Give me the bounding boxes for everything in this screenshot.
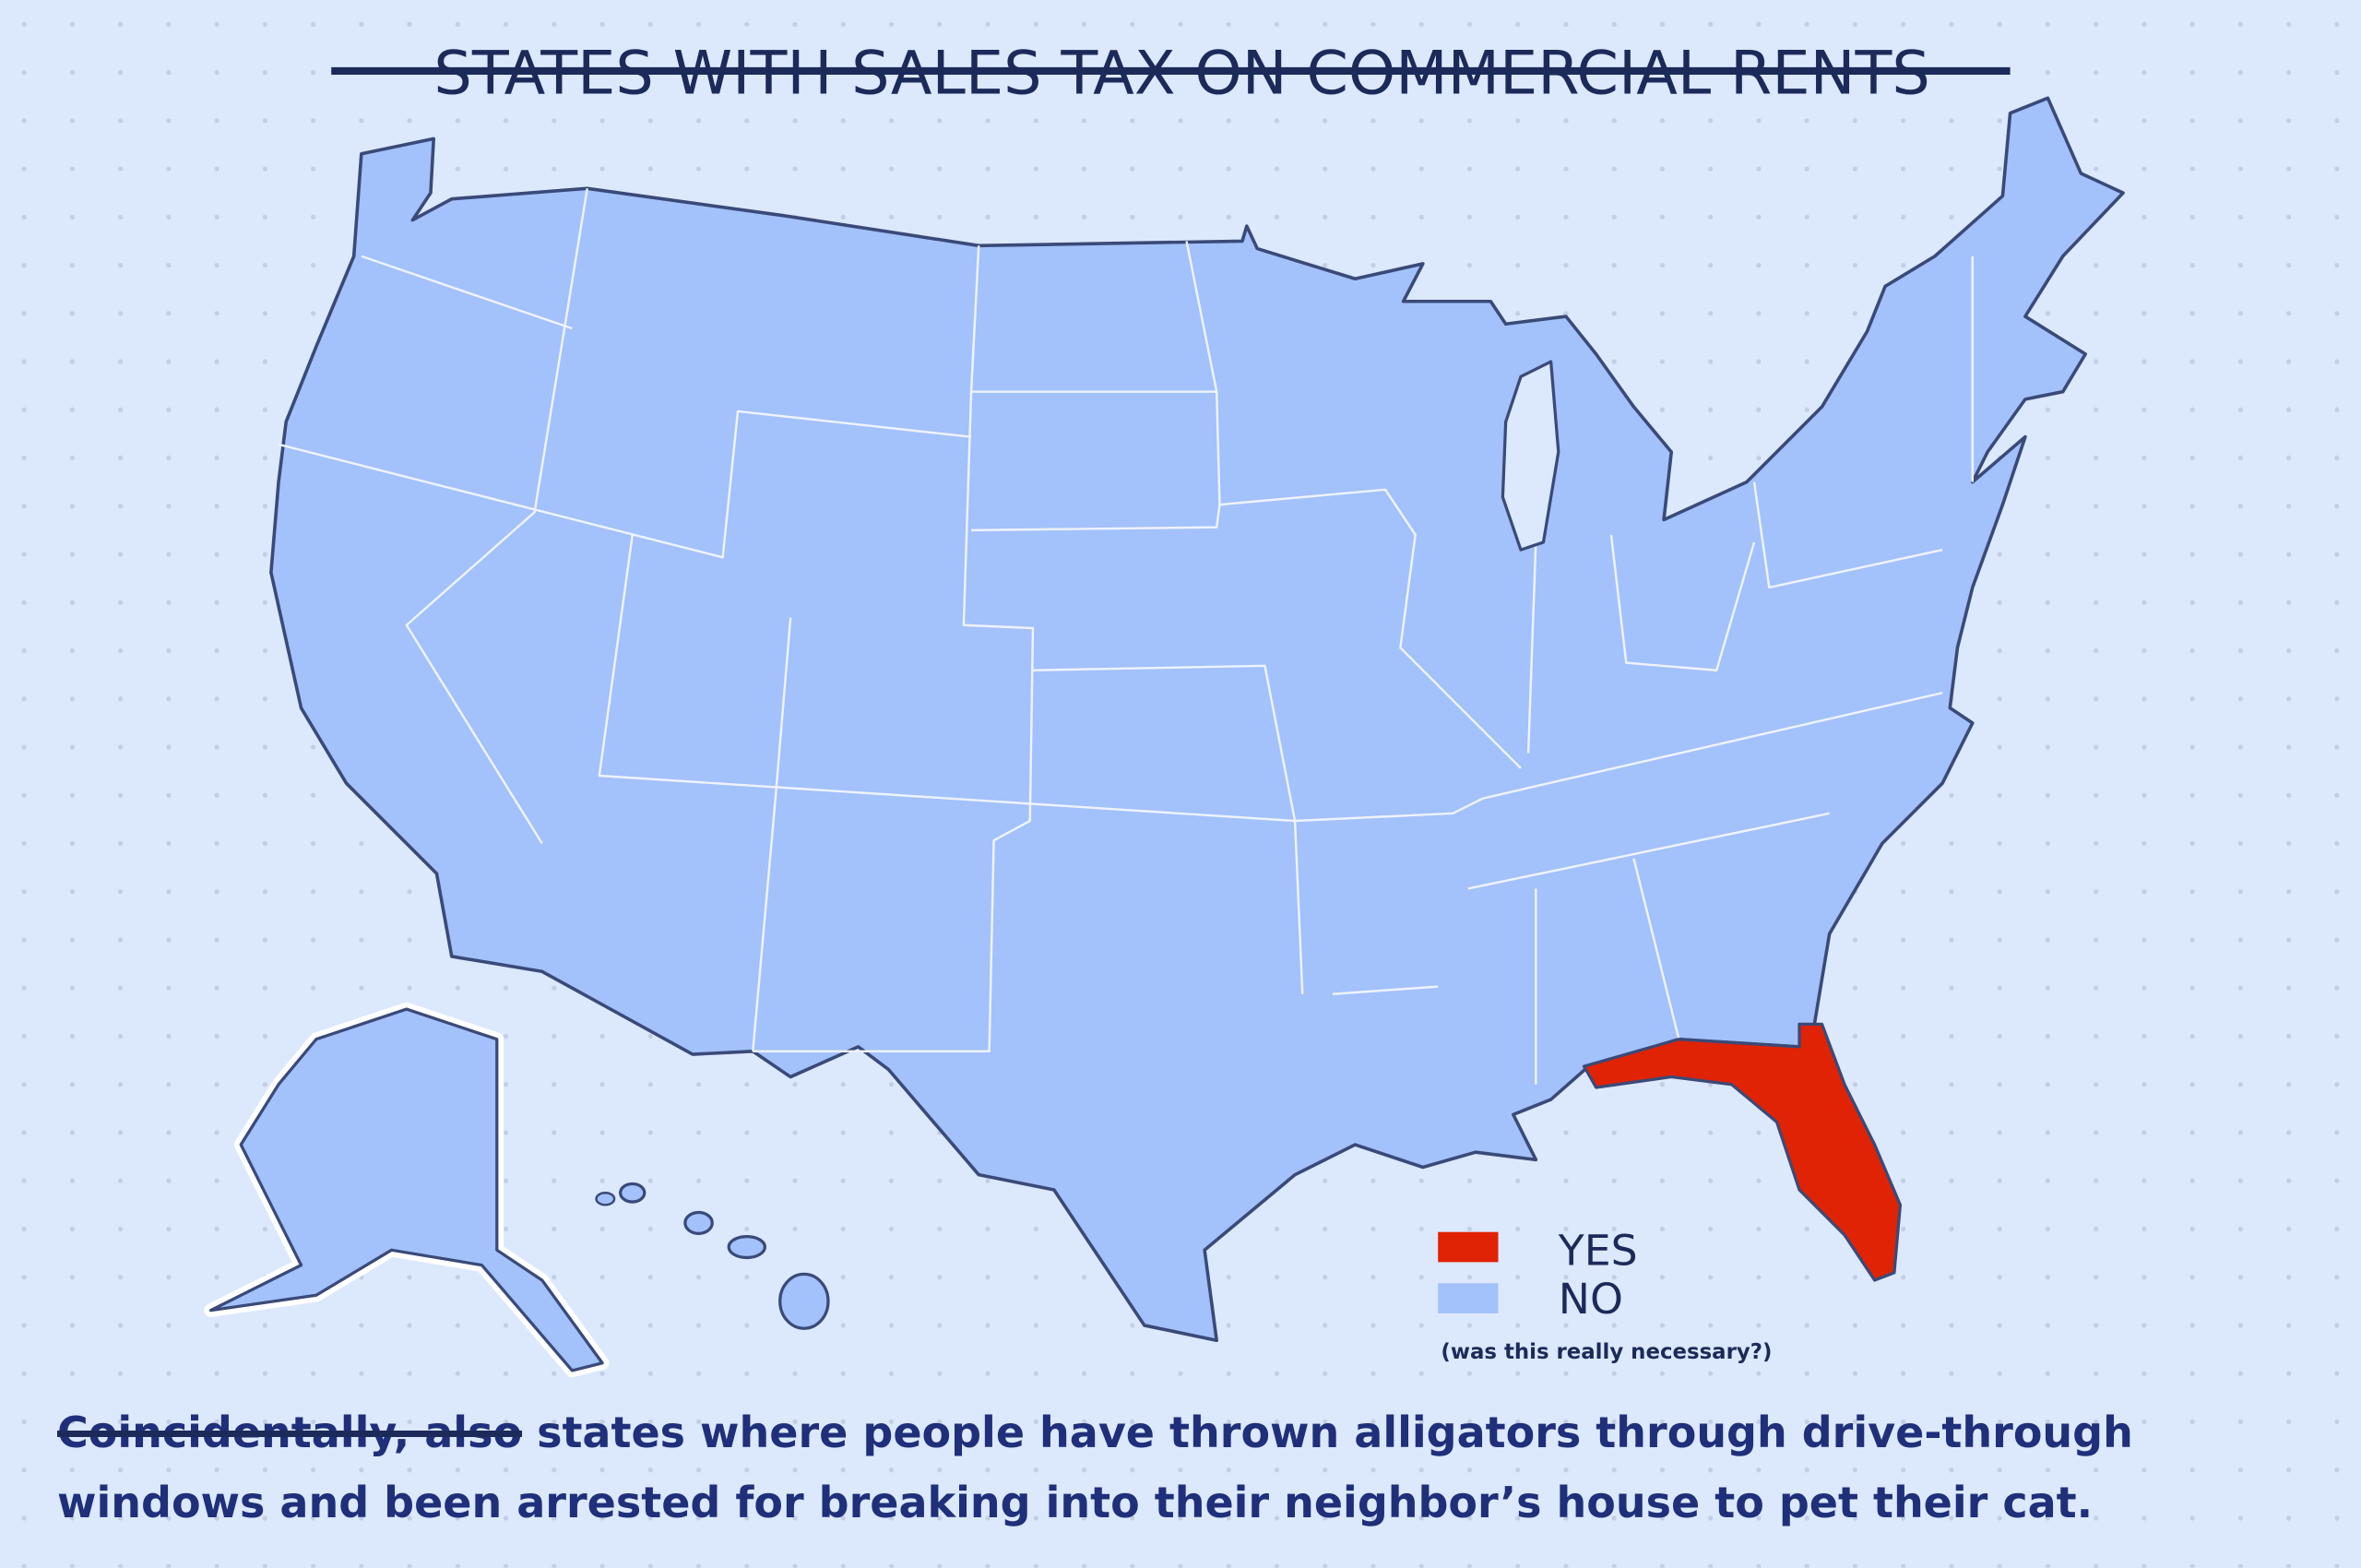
state-alaska xyxy=(208,1007,604,1372)
legend-label: YES xyxy=(1558,1227,1638,1276)
legend-note: (was this really necessary?) xyxy=(1441,1340,1772,1364)
caption: Coincidentally, also states where people… xyxy=(57,1397,2335,1538)
contiguous-states xyxy=(269,96,2125,1343)
legend-swatch xyxy=(1438,1283,1499,1313)
map xyxy=(204,96,2125,1378)
legend-label: NO xyxy=(1559,1275,1623,1324)
caption-text: states where people have thrown alligato… xyxy=(57,1408,2133,1527)
legend-swatch xyxy=(1438,1231,1499,1263)
legend: YES NO (was this really necessary?) xyxy=(1438,1227,1772,1364)
caption-struck: Coincidentally, also xyxy=(57,1408,523,1457)
state-borders xyxy=(278,188,1974,1085)
state-florida xyxy=(1582,1022,1903,1282)
lake-michigan xyxy=(1501,360,1560,552)
state-hawaii xyxy=(595,1182,830,1330)
